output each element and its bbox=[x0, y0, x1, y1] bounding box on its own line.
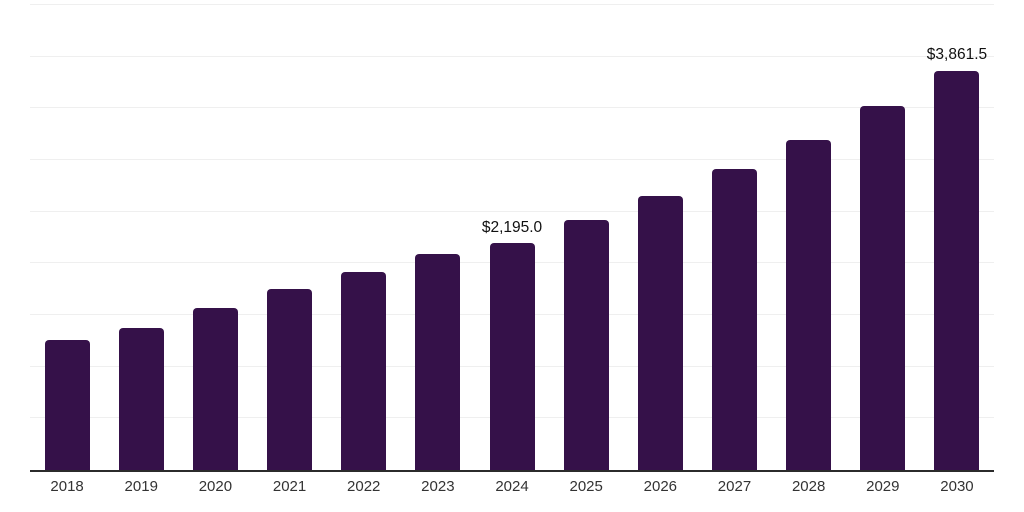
bar-column bbox=[30, 5, 104, 470]
bar-2026 bbox=[637, 196, 683, 470]
bar-2028 bbox=[786, 140, 832, 470]
bar-column: $3,861.5 bbox=[920, 5, 994, 470]
gridline bbox=[30, 55, 994, 57]
bar-2023 bbox=[415, 253, 461, 470]
bar-2022 bbox=[341, 271, 387, 470]
x-tick-2020: 2020 bbox=[198, 478, 233, 495]
bar-2025 bbox=[563, 219, 609, 470]
bar-column bbox=[401, 5, 475, 470]
bar-column: $2,195.0 bbox=[475, 5, 549, 470]
bar-2018 bbox=[44, 340, 90, 470]
bar-column bbox=[697, 5, 771, 470]
x-axis-line bbox=[30, 470, 994, 472]
gridline bbox=[30, 4, 994, 5]
data-label-2024: $2,195.0 bbox=[481, 218, 543, 236]
x-tick-2027: 2027 bbox=[717, 478, 752, 495]
x-tick-2021: 2021 bbox=[272, 478, 307, 495]
x-tick-2029: 2029 bbox=[866, 478, 900, 495]
bar-column bbox=[252, 5, 326, 470]
gridline bbox=[30, 210, 994, 212]
bar-column bbox=[327, 5, 401, 470]
gridline bbox=[30, 107, 994, 109]
x-tick-2024: 2024 bbox=[495, 478, 529, 495]
x-tick-2025: 2025 bbox=[569, 478, 603, 495]
bar-2020 bbox=[192, 308, 238, 470]
data-label-2030: $3,861.5 bbox=[926, 46, 988, 64]
bar-column bbox=[846, 5, 920, 470]
x-tick-2019: 2019 bbox=[124, 478, 158, 495]
x-tick-2028: 2028 bbox=[791, 478, 826, 495]
x-axis-labels: 2018 2019 2020 2021 2022 2023 2024 2025 2026 2027… bbox=[30, 478, 994, 495]
bar-2024 bbox=[489, 243, 535, 470]
gridline bbox=[30, 159, 994, 160]
bar-column bbox=[549, 5, 623, 470]
bar-2019 bbox=[118, 327, 164, 470]
x-tick-2026: 2026 bbox=[643, 478, 678, 495]
bars: $2,195.0 $3,861.5 bbox=[30, 5, 994, 470]
bar-2029 bbox=[860, 105, 906, 470]
bar-2030 bbox=[934, 70, 980, 470]
x-tick-2030: 2030 bbox=[940, 478, 974, 495]
bar-column bbox=[104, 5, 178, 470]
x-tick-2023: 2023 bbox=[421, 478, 455, 495]
bar-2021 bbox=[267, 289, 313, 470]
bar-column bbox=[623, 5, 697, 470]
bar-column bbox=[772, 5, 846, 470]
x-tick-2018: 2018 bbox=[50, 478, 84, 495]
x-tick-2022: 2022 bbox=[347, 478, 381, 495]
bar-column bbox=[178, 5, 252, 470]
bar-2027 bbox=[711, 169, 757, 470]
plot-area: $2,195.0 $3,861.5 bbox=[30, 4, 994, 472]
